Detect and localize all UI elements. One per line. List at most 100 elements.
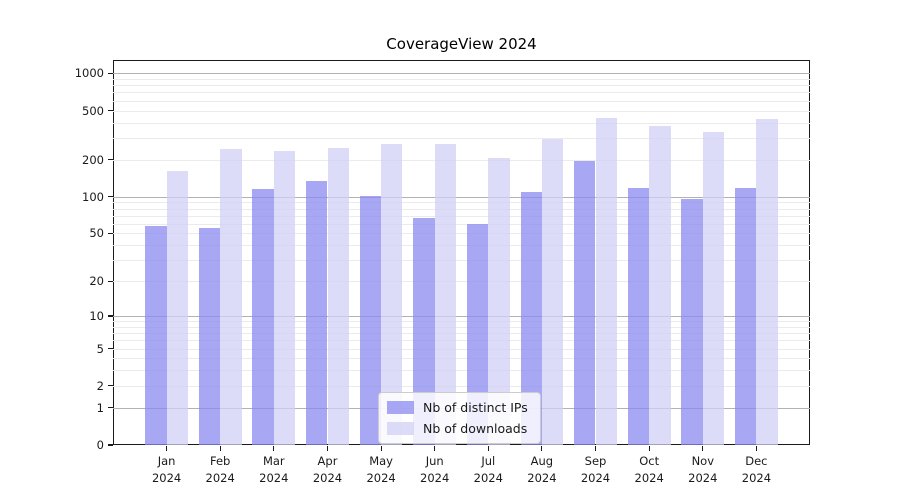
gridline-minor-6 [113,340,810,342]
bar-distinct-ips-dec [734,188,757,445]
x-tick-jun [434,446,436,451]
y-tick-0 [108,444,113,446]
y-tick-label-10: 10 [89,309,104,323]
bar-downloads-may [381,143,403,445]
legend-swatch-distinct-ips [387,401,414,414]
bar-downloads-jun [434,143,457,445]
bar-distinct-ips-mar [252,189,274,445]
gridline-minor-8 [113,326,810,328]
x-tick-label-nov: Nov 2024 [688,454,718,485]
bar-downloads-nov [702,132,725,445]
gridline-minor-50 [113,233,810,235]
grid-layer [113,60,810,445]
x-tick-oct [648,446,650,451]
x-tick-label-aug: Aug 2024 [527,454,557,485]
bar-downloads-mar [273,150,296,445]
x-tick-may [380,446,382,451]
legend-item-downloads: Nb of downloads [387,421,528,436]
gridline-minor-300 [113,137,810,139]
gridline-minor-70 [113,215,810,217]
bar-downloads-oct [649,126,671,445]
bar-distinct-ips-apr [306,180,328,445]
bar-distinct-ips-aug [520,191,542,445]
y-tick-10 [108,315,113,317]
y-tick-label-2: 2 [96,378,104,393]
x-tick-label-jul: Jul 2024 [473,454,503,485]
gridline-minor-60 [113,223,810,225]
gridline-minor-80 [113,208,810,210]
gridline-major-100 [113,196,810,198]
gridline-minor-2 [113,385,810,387]
bar-downloads-jan [166,170,188,445]
x-tick-label-apr: Apr 2024 [312,454,343,485]
legend-label-downloads: Nb of downloads [423,421,528,436]
x-tick-label-jan: Jan 2024 [151,454,182,485]
gridline-minor-7 [113,333,810,335]
y-tick-label-0: 0 [96,438,104,452]
legend-item-distinct-ips: Nb of distinct IPs [387,400,528,415]
bar-downloads-sep [595,118,617,445]
y-tick-100 [108,196,113,198]
gridline-minor-4 [113,358,810,360]
gridline-minor-800 [113,85,810,87]
x-tick-label-may: May 2024 [366,454,396,485]
y-tick-label-50: 50 [89,226,104,241]
gridline-minor-400 [113,122,810,124]
y-tick-20 [108,280,113,282]
y-tick-2 [108,385,113,387]
y-tick-200 [108,159,113,161]
bar-distinct-ips-may [359,196,381,445]
x-tick-label-feb: Feb 2024 [205,454,235,485]
gridline-major-1000 [113,73,810,75]
gridline-minor-40 [113,245,810,247]
y-tick-label-1: 1 [96,400,104,415]
gridline-minor-30 [113,260,810,262]
legend: Nb of distinct IPs Nb of downloads [378,392,541,444]
y-tick-label-200: 200 [82,152,104,167]
legend-swatch-downloads [387,422,414,435]
bar-downloads-feb [220,148,242,445]
bars-layer [113,60,810,445]
bar-distinct-ips-sep [574,161,596,445]
bar-distinct-ips-nov [681,198,703,445]
bar-distinct-ips-jun [413,218,435,445]
x-tick-sep [594,446,597,451]
x-tick-label-dec: Dec 2024 [741,454,772,485]
y-tick-label-20: 20 [89,274,104,289]
x-tick-label-mar: Mar 2024 [259,454,289,485]
bar-downloads-dec [756,119,778,445]
x-tick-label-oct: Oct 2024 [634,454,664,485]
gridline-minor-600 [113,100,810,102]
bar-distinct-ips-feb [198,227,221,445]
x-tick-label-sep: Sep 2024 [580,454,611,485]
gridline-major-10 [113,316,810,317]
y-tick-5 [108,348,113,350]
x-tick-apr [326,446,329,451]
y-tick-500 [108,109,113,112]
bar-downloads-jul [488,157,510,445]
x-tick-feb [219,446,221,451]
gridline-minor-9 [113,321,810,323]
y-tick-50 [108,232,113,234]
x-tick-dec [755,446,757,451]
y-tick-1000 [108,72,113,74]
bar-distinct-ips-jul [466,223,489,445]
y-tick-label-1000: 1000 [74,66,104,81]
x-tick-aug [541,446,543,451]
y-tick-label-5: 5 [96,341,104,356]
y-tick-label-100: 100 [82,189,104,204]
gridline-minor-700 [113,92,810,94]
gridline-minor-3 [113,370,810,372]
legend-label-distinct-ips: Nb of distinct IPs [423,400,528,415]
bar-downloads-aug [541,139,564,445]
gridline-minor-200 [113,159,810,161]
gridline-minor-90 [113,202,810,204]
y-tick-1 [108,407,113,409]
bar-distinct-ips-oct [627,188,650,445]
x-tick-nov [702,446,704,451]
gridline-minor-20 [113,281,810,283]
bar-distinct-ips-jan [145,225,167,445]
x-tick-jul [487,446,489,451]
gridline-minor-500 [113,110,810,112]
